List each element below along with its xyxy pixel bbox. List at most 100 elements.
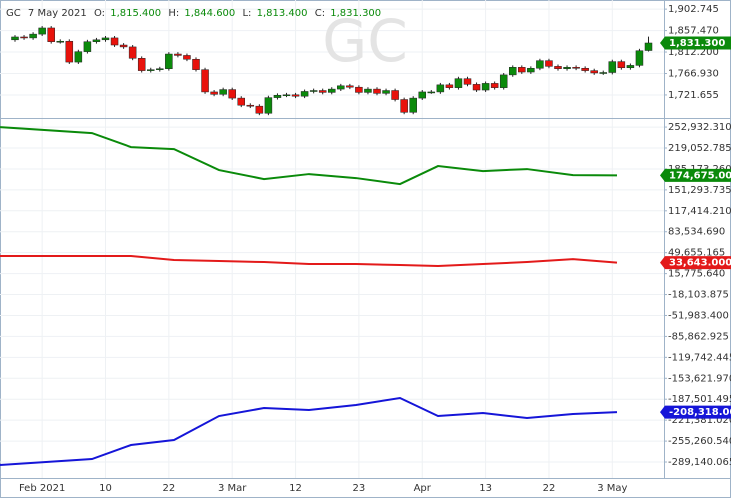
y-tick-label: 252,932.310	[668, 122, 731, 133]
grid	[0, 0, 664, 478]
candle-body	[527, 67, 535, 73]
candle-body	[572, 67, 580, 69]
candle-body	[481, 83, 490, 91]
candle-body	[318, 90, 327, 93]
series-line	[0, 396, 618, 467]
y-tick-label: -221,381.020	[668, 415, 731, 426]
series-line	[0, 255, 618, 268]
candle-body	[346, 85, 354, 88]
plot-area: GC	[0, 7, 653, 467]
candle-body	[400, 99, 408, 113]
y-tick-label: 117,414.210	[668, 206, 731, 217]
candle-body	[264, 97, 273, 114]
y-tick-label: -18,103.875	[668, 290, 729, 301]
candle-body	[391, 90, 399, 100]
x-tick-label: 13	[479, 483, 492, 494]
x-tick-label: 3 May	[597, 483, 627, 494]
candle-body	[11, 36, 19, 41]
candle-body	[427, 91, 436, 94]
candle-body	[183, 55, 191, 60]
candle-body	[563, 67, 571, 69]
candle-body	[83, 41, 92, 52]
candle-body	[373, 88, 381, 94]
series-line	[0, 126, 618, 186]
candle-body	[328, 88, 336, 93]
candle-body	[282, 94, 291, 97]
candle-body	[65, 40, 74, 63]
candle-body	[201, 69, 209, 93]
candle-body	[454, 78, 463, 88]
y-tick-label: 1,902.745	[668, 4, 719, 15]
field-value: 1,831.300	[330, 8, 381, 19]
candle-body	[355, 86, 363, 93]
candle-body	[255, 105, 264, 114]
candle-body	[409, 97, 417, 113]
date: 7 May 2021	[28, 8, 87, 19]
y-tick-label: -187,501.495	[668, 394, 731, 405]
candle-body	[590, 70, 598, 74]
candle-body	[119, 44, 128, 48]
candle-body	[599, 72, 607, 74]
field-value: 1,844.600	[184, 8, 235, 19]
candle-body	[490, 83, 499, 88]
y-tick-label: -153,621.970	[668, 373, 731, 384]
candle-body	[165, 53, 173, 69]
x-tick-label: 12	[289, 483, 302, 494]
candle-body	[300, 91, 309, 97]
y-tick-label: 49,655.165	[668, 248, 725, 259]
y-tick-label: 1,721.655	[668, 90, 719, 101]
y-tick-label: 151,293.735	[668, 185, 731, 196]
candle-body	[47, 27, 55, 42]
candle-body	[56, 40, 64, 43]
candle-body	[635, 50, 644, 66]
candle-body	[554, 66, 562, 69]
candle-body	[110, 37, 119, 46]
candle-body	[246, 104, 255, 107]
x-tick-label: 23	[353, 483, 366, 494]
candle-body	[626, 65, 635, 69]
candle-body	[237, 97, 245, 106]
candle-body	[192, 58, 200, 70]
watermark: GC	[322, 7, 407, 75]
y-tick-label: 219,052.785	[668, 143, 731, 154]
candle-body	[418, 91, 426, 99]
y-tick-label: 1,857.470	[668, 26, 719, 37]
candle-body	[518, 67, 526, 73]
candle-body	[128, 46, 137, 59]
field-label: O:	[94, 8, 105, 19]
axis: 1,902.745 1,857.470 1,812.200 1,766.930 1,72…	[19, 4, 731, 494]
candle-body	[644, 42, 653, 51]
candle-body	[174, 53, 182, 56]
value-tag	[660, 405, 731, 419]
candle-body	[545, 60, 553, 67]
candle-body	[101, 37, 110, 41]
y-tick-label: 1,812.200	[668, 47, 719, 58]
candle-body	[219, 89, 227, 95]
candle-body	[309, 90, 318, 92]
y-tick-label: 1,766.930	[668, 68, 719, 79]
value-tag-label: 174,675.000	[669, 170, 731, 181]
candle-body	[436, 84, 445, 93]
x-tick-label: 10	[99, 483, 112, 494]
candle-body	[463, 78, 472, 85]
candle-body	[147, 69, 155, 71]
y-tick-label: -119,742.445	[668, 352, 731, 363]
candle-body	[156, 68, 164, 70]
x-tick-label: Feb 2021	[19, 483, 65, 494]
y-tick-label: -85,862.925	[668, 331, 729, 342]
x-tick-label: 22	[162, 483, 175, 494]
candle-body	[608, 61, 617, 73]
candle-body	[137, 58, 146, 71]
value-tag	[660, 168, 731, 182]
candle-body	[228, 89, 236, 99]
y-tick-label: -51,983.400	[668, 310, 729, 321]
y-tick-label: -255,260.540	[668, 436, 731, 447]
candle-body	[472, 84, 481, 91]
candle-body	[445, 84, 454, 88]
value-tag-label: 33,643.000	[669, 258, 731, 269]
candle-body	[382, 90, 390, 94]
x-tick-label: 3 Mar	[218, 483, 247, 494]
value-tag-label: -208,318.000	[669, 407, 731, 418]
